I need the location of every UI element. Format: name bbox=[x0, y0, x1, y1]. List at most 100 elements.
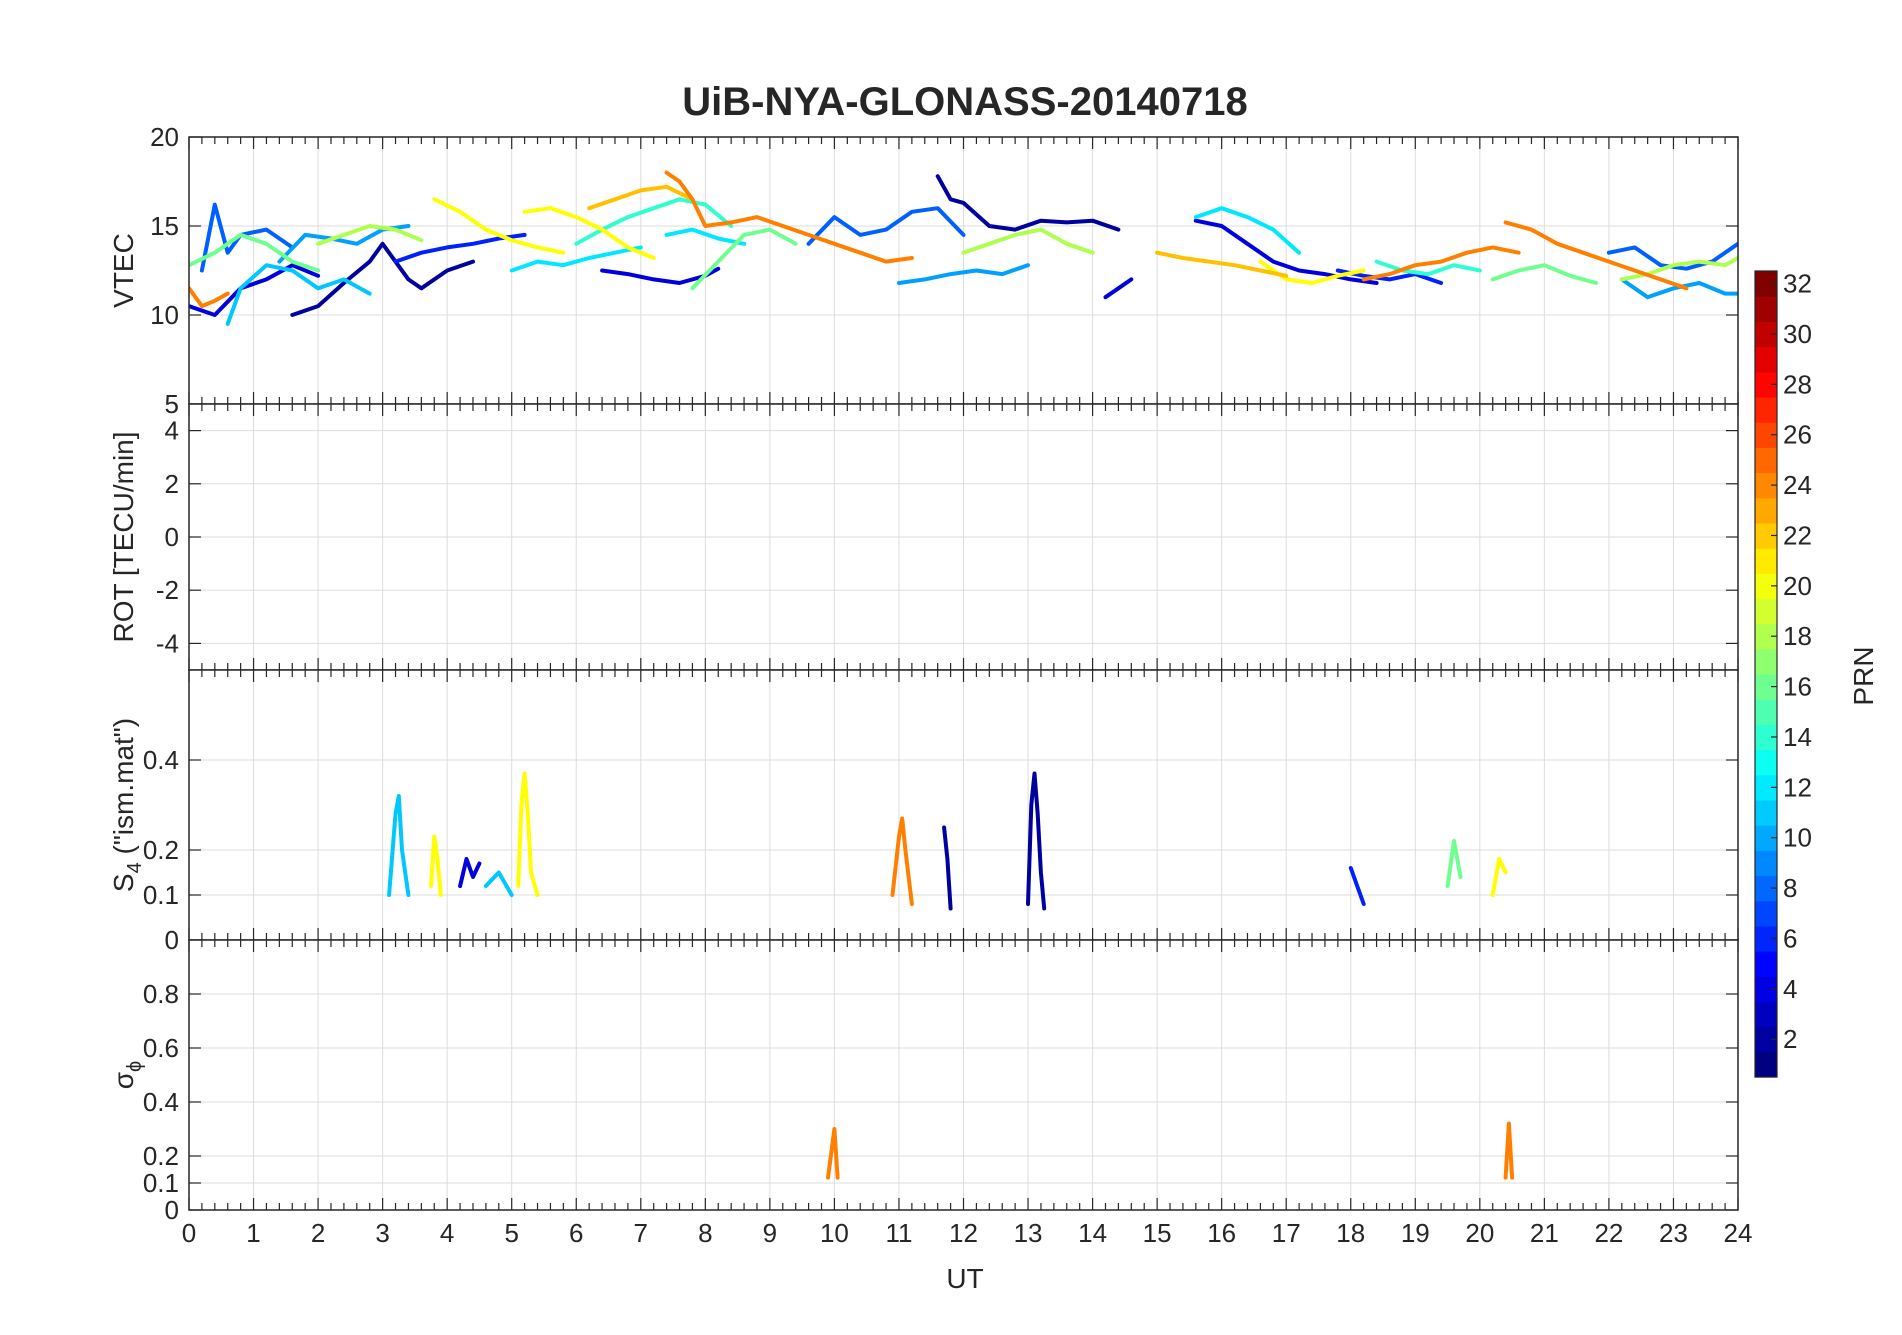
x-tick-label: 18 bbox=[1336, 1218, 1365, 1248]
colorbar-segment bbox=[1755, 1001, 1777, 1028]
y-axis-label: σϕ bbox=[108, 1061, 146, 1089]
series-line-prn-12 bbox=[509, 245, 643, 273]
y-tick-label: 0 bbox=[165, 925, 179, 955]
x-tick-label: 13 bbox=[1014, 1218, 1043, 1248]
colorbar-tick-label: 22 bbox=[1783, 520, 1812, 550]
y-tick-label: 0.1 bbox=[143, 880, 179, 910]
series-line-prn-24 bbox=[826, 1127, 840, 1180]
y-tick-label: 0 bbox=[165, 1195, 179, 1225]
panel-s4: 0 0.1 0.2 0.4S4 ("ism.mat") bbox=[108, 669, 1739, 955]
x-tick-label: 19 bbox=[1401, 1218, 1430, 1248]
colorbar-label: PRN bbox=[1848, 646, 1879, 705]
panel-vtec: 5 10 15 20 VTEC bbox=[108, 122, 1739, 419]
colorbar-segment bbox=[1755, 648, 1777, 675]
x-tick-label: 14 bbox=[1078, 1218, 1107, 1248]
panel-sigma-phi: 00.10.2 0.4 0.6 0.8 σϕ bbox=[108, 939, 1739, 1225]
colorbar-tick-label: 2 bbox=[1783, 1024, 1797, 1054]
colorbar-tick-label: 26 bbox=[1783, 420, 1812, 450]
colorbar-segment bbox=[1755, 799, 1777, 826]
colorbar-segment bbox=[1755, 825, 1777, 851]
series-line-prn-11 bbox=[225, 263, 372, 326]
colorbar-segment bbox=[1755, 371, 1777, 398]
colorbar-segment bbox=[1755, 296, 1777, 322]
x-tick-label: 5 bbox=[504, 1218, 518, 1248]
series-line-prn-9 bbox=[897, 263, 1030, 285]
series-line-prn-24 bbox=[189, 286, 230, 309]
y-tick-label: 4 bbox=[165, 416, 179, 446]
series-lines bbox=[826, 1121, 1515, 1180]
series-line-prn-22 bbox=[1155, 250, 1289, 278]
colorbar-segment bbox=[1755, 447, 1777, 474]
series-line-prn-1 bbox=[935, 174, 1121, 232]
x-tick-label: 3 bbox=[375, 1218, 389, 1248]
y-tick-label: 10 bbox=[150, 300, 179, 330]
x-tick-labels: 0 1 2 3 4 5 6 7 8 9 10 11 12 13 14 15 16 17 18 19 20 21 22 23 24 bbox=[182, 1218, 1753, 1248]
colorbar-segment bbox=[1755, 674, 1777, 700]
colorbar-segment bbox=[1755, 321, 1777, 348]
y-tick-label: 0.4 bbox=[143, 745, 179, 775]
colorbar-segment bbox=[1755, 951, 1777, 977]
series-line-prn-3 bbox=[189, 263, 321, 317]
series-line-prn-16 bbox=[690, 227, 798, 291]
series-line-prn-3 bbox=[1103, 277, 1134, 300]
y-tick-label: 0.1 bbox=[143, 1168, 179, 1198]
colorbar-segment bbox=[1755, 850, 1777, 877]
colorbar-segment bbox=[1755, 699, 1777, 725]
series-line-prn-1 bbox=[942, 825, 953, 911]
y-tick-label: 0.6 bbox=[143, 1033, 179, 1063]
x-tick-label: 1 bbox=[246, 1218, 260, 1248]
x-tick-label: 20 bbox=[1465, 1218, 1494, 1248]
colorbar-tick-label: 6 bbox=[1783, 923, 1797, 953]
colorbar-tick-label: 30 bbox=[1783, 319, 1812, 349]
series-lines bbox=[189, 170, 1738, 326]
series-line-prn-16 bbox=[1490, 263, 1598, 285]
series-line-prn-24 bbox=[1503, 1121, 1515, 1180]
series-line-prn-14 bbox=[1374, 259, 1482, 277]
series-line-prn-12 bbox=[664, 227, 747, 246]
series-lines bbox=[387, 771, 1508, 911]
series-line-prn-24 bbox=[1503, 220, 1689, 291]
x-tick-label: 23 bbox=[1659, 1218, 1688, 1248]
colorbar-segment bbox=[1755, 522, 1777, 549]
x-tick-label: 8 bbox=[698, 1218, 712, 1248]
series-line-prn-3 bbox=[1193, 218, 1379, 285]
colorbar-segment bbox=[1755, 925, 1777, 952]
series-line-prn-18 bbox=[316, 224, 424, 246]
series-line-prn-20 bbox=[1490, 857, 1508, 897]
colorbar-tick-label: 24 bbox=[1783, 470, 1812, 500]
x-tick-label: 15 bbox=[1143, 1218, 1172, 1248]
colorbar-segment bbox=[1755, 623, 1777, 650]
y-tick-label: 0.2 bbox=[143, 1141, 179, 1171]
colorbar-segment bbox=[1755, 346, 1777, 373]
y-axis-label: ROT [TECU/min] bbox=[108, 431, 139, 642]
series-line-prn-11 bbox=[387, 794, 411, 897]
x-tick-label: 4 bbox=[440, 1218, 454, 1248]
series-line-prn-20 bbox=[516, 771, 540, 897]
x-axis-label: UT bbox=[946, 1263, 983, 1294]
series-line-prn-1 bbox=[1026, 771, 1047, 911]
series-line-prn-20 bbox=[429, 834, 443, 897]
y-tick-label: 15 bbox=[150, 211, 179, 241]
x-tick-label: 22 bbox=[1594, 1218, 1623, 1248]
series-line-prn-11 bbox=[483, 870, 514, 897]
x-tick-label: 24 bbox=[1724, 1218, 1753, 1248]
series-line-prn-24 bbox=[1361, 245, 1521, 282]
x-tick-label: 2 bbox=[311, 1218, 325, 1248]
series-line-prn-5 bbox=[1348, 866, 1366, 906]
y-tick-label: -4 bbox=[156, 628, 179, 658]
colorbar-segment bbox=[1755, 548, 1777, 574]
colorbar-segment bbox=[1755, 422, 1777, 448]
colorbar-segment bbox=[1755, 396, 1777, 423]
series-line-prn-16 bbox=[1445, 839, 1463, 888]
chart-title: UiB-NYA-GLONASS-20140718 bbox=[682, 80, 1247, 124]
colorbar-segment bbox=[1755, 1051, 1777, 1078]
colorbar-tick-label: 16 bbox=[1783, 672, 1812, 702]
x-tick-label: 10 bbox=[820, 1218, 849, 1248]
x-tick-label: 0 bbox=[182, 1218, 196, 1248]
colorbar-segment bbox=[1755, 749, 1777, 776]
series-line-prn-16 bbox=[189, 232, 321, 273]
x-tick-label: 21 bbox=[1530, 1218, 1559, 1248]
